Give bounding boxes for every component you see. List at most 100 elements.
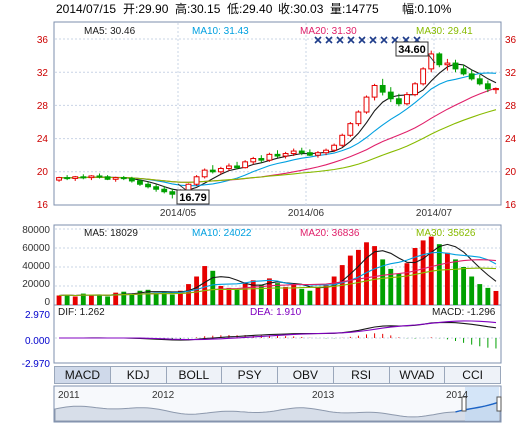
volume-bar (250, 280, 256, 305)
candle-body (169, 191, 176, 195)
volume-bar (242, 282, 248, 305)
volume-bar (234, 289, 240, 305)
candle-body (193, 176, 200, 185)
volume-legend-ma5: MA5: 18029 (84, 228, 138, 239)
candle-body (476, 78, 483, 85)
signal-x-marker (325, 36, 333, 44)
price-ma20-line (58, 87, 497, 183)
volume-bar (461, 267, 467, 305)
header-low: 低:29.40 (227, 2, 273, 16)
price-ytick-right-28: 28 (505, 101, 517, 112)
price-legend-ma20: MA20: 31.30 (300, 26, 357, 37)
volume-bar (266, 278, 272, 305)
volume-legend-ma30: MA30: 35626 (416, 228, 476, 239)
tab-cci[interactable]: CCI (462, 368, 483, 382)
volume-bar (56, 295, 62, 305)
annotation-high: 34.60 (398, 44, 426, 56)
candle-body (363, 96, 370, 113)
annotation-high-pointer (427, 53, 436, 64)
candle-body (331, 144, 338, 151)
candle-body (274, 153, 281, 157)
volume-legend-ma20: MA20: 36836 (300, 228, 360, 239)
timeline-left-handle[interactable] (461, 396, 467, 412)
volume-ytick-80000: 80000 (22, 225, 50, 236)
volume-ma30-line (58, 267, 497, 297)
candle-body (339, 134, 346, 146)
candle-body (185, 183, 192, 191)
price-ytick-right-24: 24 (505, 134, 517, 145)
candle-body (112, 177, 119, 180)
price-legend-ma10: MA10: 31.43 (192, 26, 249, 37)
volume-ma5-line (58, 243, 497, 297)
volume-bar (210, 270, 216, 305)
tab-rsi[interactable]: RSI (334, 367, 390, 383)
timeline-overview-area (54, 401, 501, 422)
volume-bar (315, 287, 321, 305)
volume-bar (202, 266, 208, 305)
candle-body (444, 62, 451, 66)
timeline-year-2011: 2011 (58, 390, 80, 401)
volume-bar (64, 294, 70, 305)
volume-bar (129, 293, 135, 305)
price-xtick-2014-06: 2014/06 (288, 208, 325, 219)
candle-body (234, 165, 240, 169)
candle-body (201, 169, 208, 178)
tab-kdj[interactable]: KDJ (111, 367, 167, 383)
timeline-year-2013: 2013 (312, 390, 335, 401)
volume-bar (88, 295, 94, 305)
price-legend-ma30: MA30: 29.41 (416, 26, 473, 37)
tab-psy[interactable]: PSY (222, 367, 278, 383)
candle-body (137, 180, 143, 185)
tab-wvad[interactable]: WVAD (390, 367, 446, 383)
candle-body (323, 149, 329, 154)
candle-body (460, 68, 467, 75)
price-ytick-right-20: 20 (505, 167, 517, 178)
macd-ytick-zero: 0.000 (25, 336, 50, 347)
volume-bar (404, 263, 410, 305)
candle-body (468, 73, 475, 80)
volume-bar (186, 284, 191, 305)
volume-legend-ma10: MA10: 24022 (192, 228, 252, 239)
annotation-low-box (176, 189, 210, 205)
price-ytick-left-24: 24 (37, 134, 49, 145)
price-ytick-left-36: 36 (37, 35, 49, 46)
signal-x-marker (347, 36, 355, 44)
candle-body (298, 150, 305, 154)
volume-bar (380, 259, 386, 305)
timeline-right-handle[interactable] (496, 396, 502, 412)
header-volume: 量:14775 (330, 2, 379, 16)
price-xtick-2014-07: 2014/07 (416, 208, 453, 219)
volume-bar (283, 286, 289, 305)
candle-body (387, 91, 394, 100)
tab-macd[interactable]: MACD (55, 367, 111, 383)
candle-body (242, 161, 249, 169)
tab-boll[interactable]: BOLL (167, 367, 223, 383)
volume-ytick-40000: 40000 (22, 261, 50, 272)
candle-body (72, 176, 79, 179)
volume-bar (137, 290, 143, 305)
price-ytick-right-16: 16 (505, 200, 517, 211)
price-ytick-left-32: 32 (37, 68, 49, 79)
volume-bar (226, 287, 232, 305)
candle-body (420, 68, 427, 85)
volume-bar (485, 287, 491, 305)
price-ytick-left-16: 16 (37, 200, 49, 211)
candle-body (250, 158, 257, 163)
indicator-tabs: MACD KDJ BOLL PSY OBV RSI WVAD CCI (54, 366, 501, 384)
volume-bar (72, 296, 78, 305)
candle-body (226, 165, 232, 169)
annotation-low: 16.79 (179, 192, 207, 204)
volume-bar (493, 290, 499, 305)
volume-bar (364, 242, 369, 305)
tab-obv[interactable]: OBV (278, 367, 334, 383)
candle-body (355, 111, 362, 125)
candle-body (290, 150, 297, 155)
header-high: 高:30.15 (175, 1, 221, 16)
volume-bar (177, 290, 183, 305)
signal-x-marker (380, 36, 388, 44)
volume-bar (396, 273, 402, 305)
volume-bar (331, 276, 337, 305)
volume-bar (477, 284, 483, 305)
candle-body (56, 177, 62, 181)
candle-body (315, 152, 321, 156)
